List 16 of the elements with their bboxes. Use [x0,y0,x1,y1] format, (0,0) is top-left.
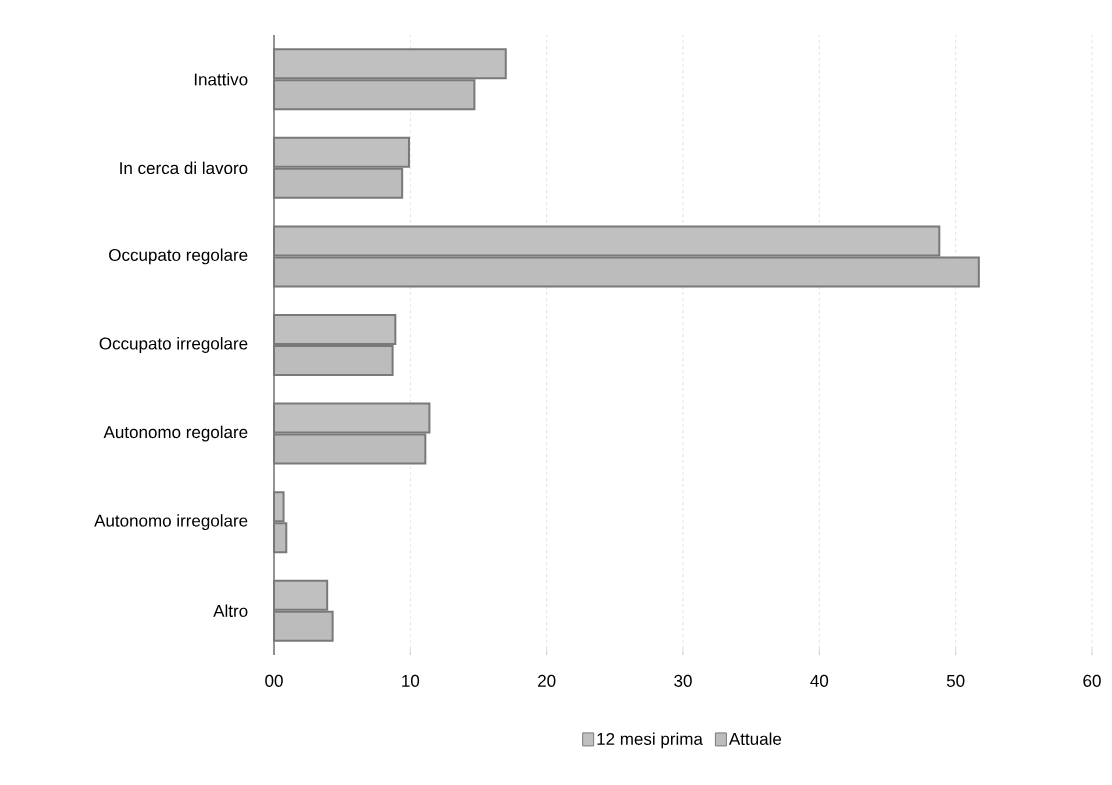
y-tick-label: Inattivo [194,73,248,86]
y-tick-label: Occupato regolare [109,248,248,265]
x-tick-label: 30 [674,674,692,687]
legend-label: 12 mesi prima [597,732,703,749]
y-tick-label: Altro [213,604,248,617]
x-tick-label: 50 [946,674,965,687]
y-tick-label: In cerca di lavoro [120,161,248,175]
x-tick-label: 60 [1083,674,1101,687]
x-tick-label: 20 [538,674,556,687]
x-tick-label: 10 [402,674,420,687]
x-tick-label: 00 [265,674,283,687]
y-tick-label: Autonomo regolare [103,425,248,442]
y-tick-label: Occupato irregolare [99,337,248,353]
legend-label: Attuale [728,732,782,745]
y-tick-label: Autonomo irregolare [94,514,248,531]
x-tick-label: 40 [810,674,829,687]
